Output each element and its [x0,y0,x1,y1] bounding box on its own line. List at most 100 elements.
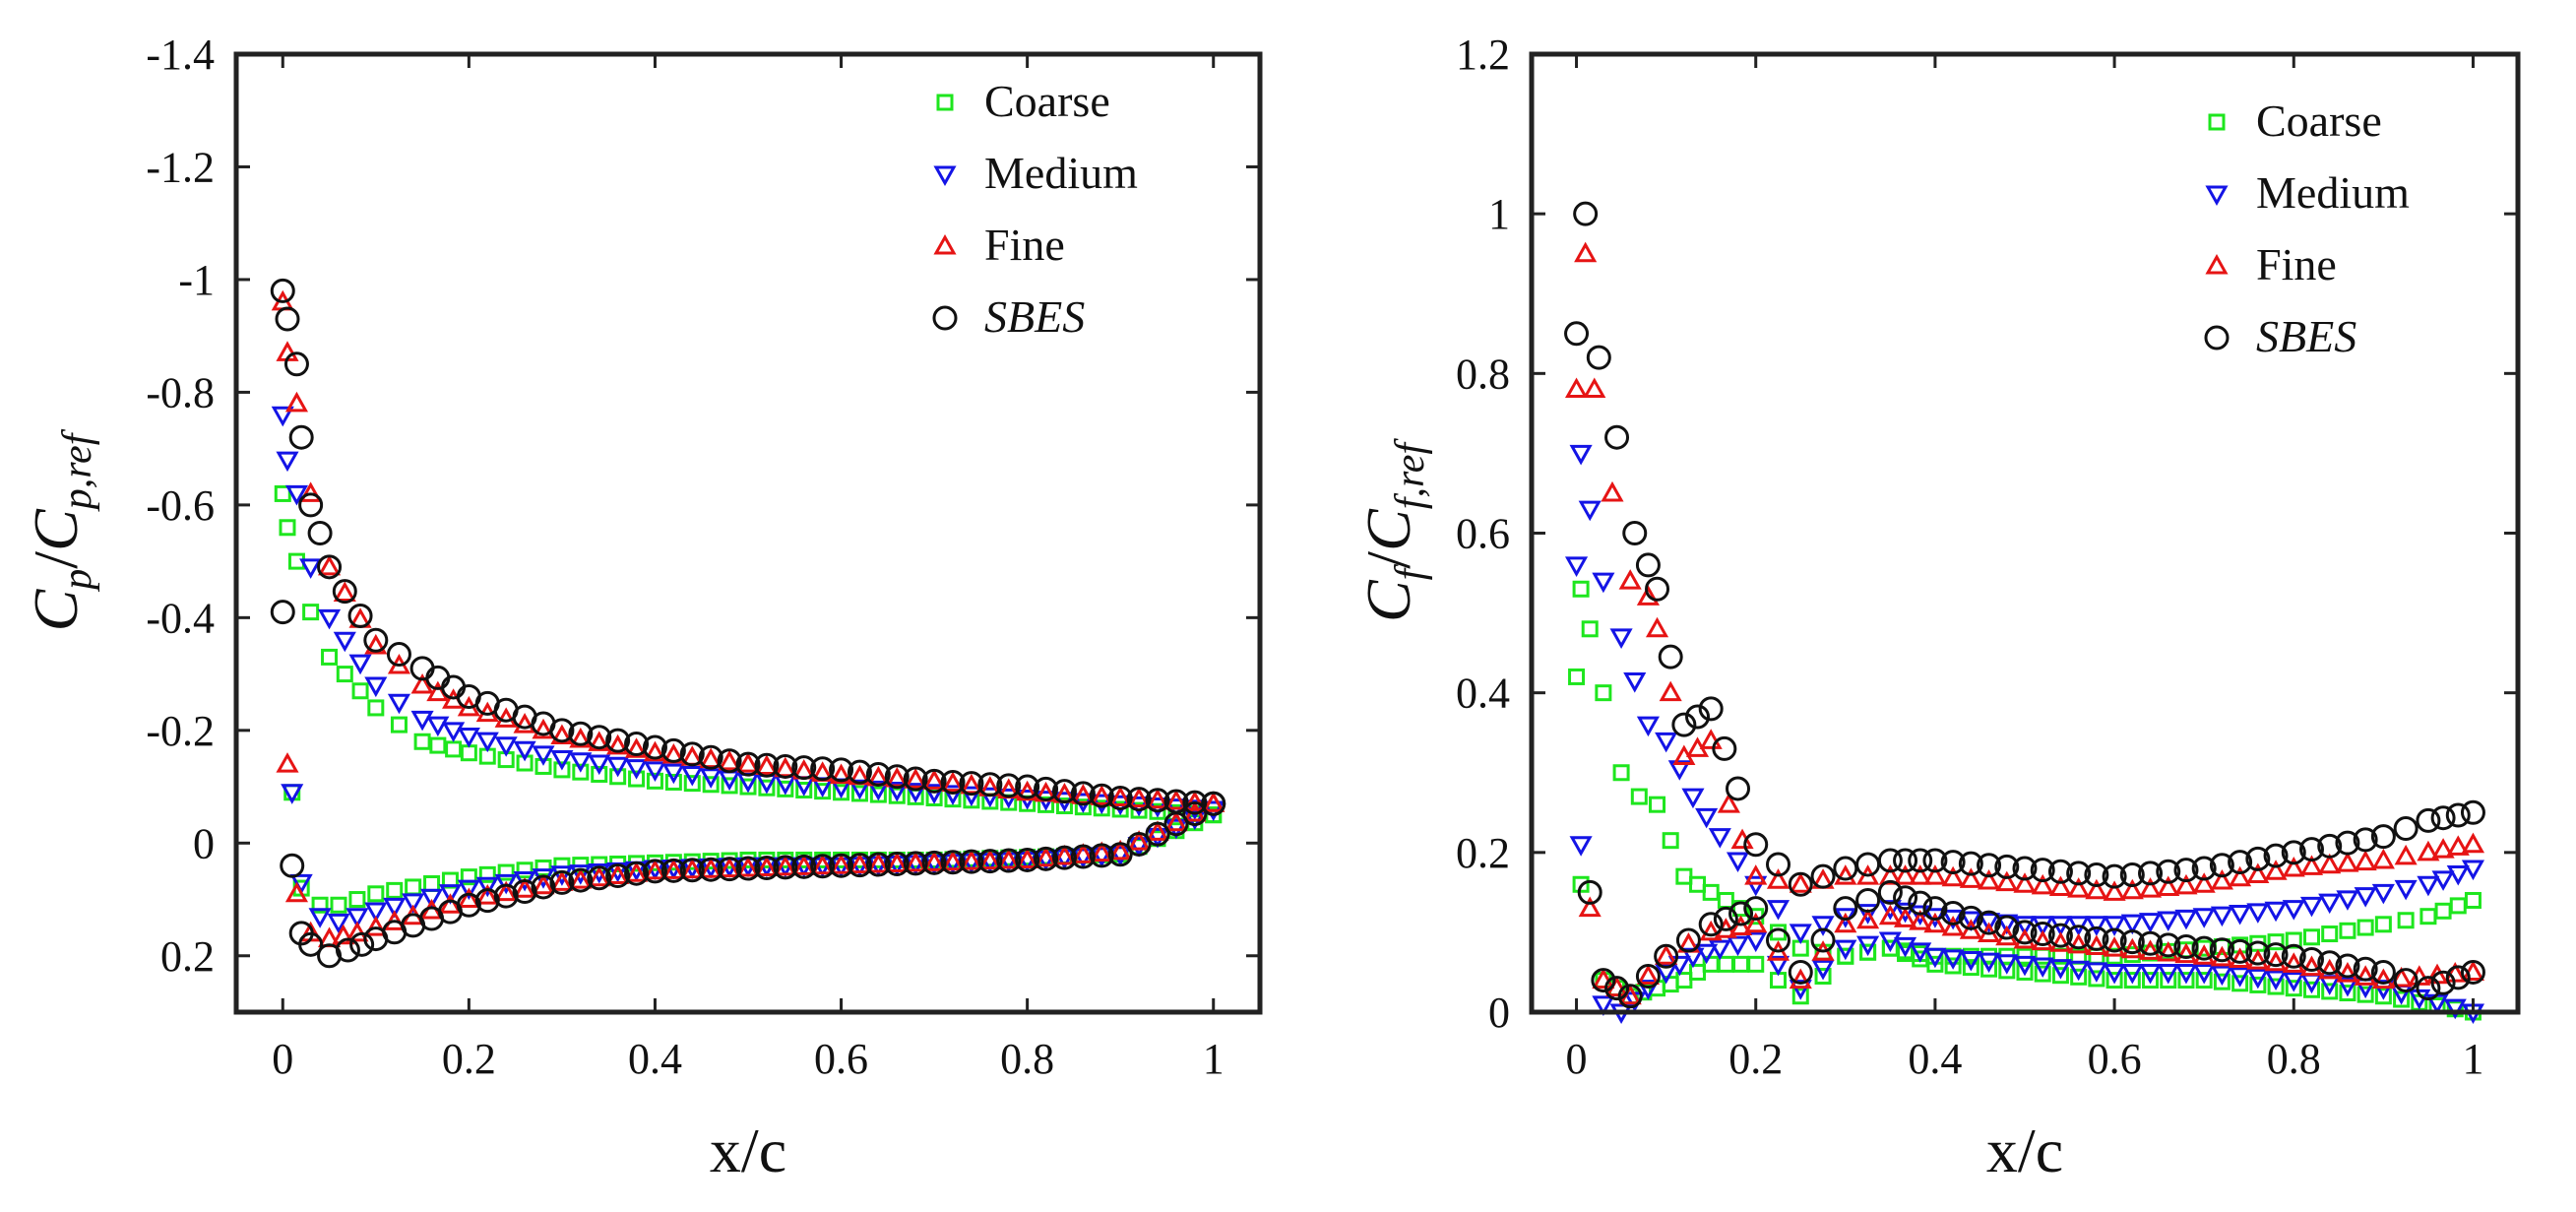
data-point-fine [811,854,835,875]
data-point-sbes [1922,848,1948,873]
data-point-sbes [335,937,360,963]
data-point-fine [364,916,388,936]
data-point-sbes [2317,833,2343,859]
data-point-coarse [833,784,850,801]
data-point-sbes [679,858,705,883]
data-point-coarse [1662,832,1679,850]
data-point-medium [1878,900,1902,921]
legend-label-coarse: Coarse [2256,96,2382,146]
data-point-medium [1856,935,1880,957]
data-point-coarse [2160,972,2177,989]
data-point-coarse [367,885,385,903]
data-point-sbes [865,761,891,787]
data-point-coarse [2142,972,2160,989]
data-point-sbes [2209,853,2234,878]
data-point-fine [1655,944,1678,965]
legend-marker-medium [933,165,957,187]
cp-xlabel: x/c [710,1116,786,1185]
data-point-fine [624,737,649,758]
data-point-fine [346,921,369,942]
data-point-fine [2461,832,2485,854]
data-point-fine [1659,680,1682,702]
data-point-medium [2446,864,2470,886]
data-point-medium [2229,967,2252,988]
data-point-fine [475,884,499,905]
data-point-sbes [940,850,966,875]
data-point-sbes [1713,906,1738,931]
data-point-fine [2138,877,2163,898]
data-point-coarse [330,896,347,914]
y-tick-label: -0.2 [146,707,215,755]
data-point-sbes [2353,956,2378,982]
data-point-fine [2048,931,2073,952]
y-tick-label: -1 [178,256,215,304]
data-point-sbes [2281,943,2306,969]
data-point-sbes [959,849,984,874]
data-point-sbes [773,753,798,779]
data-point-coarse [2321,925,2339,943]
legend-spacer [923,292,924,293]
data-point-sbes [1994,854,2020,879]
data-point-medium [1811,916,1835,936]
data-point-fine [1789,968,1812,989]
data-point-fine [1016,848,1039,868]
data-point-medium [457,728,480,748]
data-point-medium [978,787,1002,808]
y-tick-label: -0.8 [146,368,215,416]
data-point-medium [2461,860,2485,881]
data-point-sbes [1089,843,1114,868]
data-point-medium [2103,963,2126,985]
data-point-coarse [2051,967,2069,985]
data-point-sbes [1728,901,1754,926]
data-point-medium [2120,963,2144,985]
data-point-coarse [390,716,408,734]
data-point-coarse [1980,960,1998,978]
data-point-coarse [2434,902,2452,920]
data-point-medium [2157,963,2180,985]
data-point-fine [1564,377,1589,399]
data-point-fine [1183,791,1207,811]
data-point-sbes [2263,843,2289,868]
data-point-fine [1127,830,1151,851]
data-point-sbes [660,858,686,883]
data-point-coarse [460,868,477,886]
data-point-coarse [2374,988,2392,1005]
data-point-fine [569,868,593,889]
data-point-sbes [2138,930,2164,956]
data-point-sbes [2156,859,2181,884]
data-point-medium [2318,893,2342,915]
cp-ticks: 0 0.2 0.4 0.6 0.8 1 -1.4 -1.2 -1 -0.8 -0.6 -0.4 -0.2… [146,31,1260,1083]
data-point-fine [2371,848,2395,869]
data-point-medium [2192,908,2216,928]
data-point-medium [588,754,611,776]
data-point-medium [2246,968,2270,989]
legend-marker-coarse [2208,113,2226,131]
data-point-medium [1726,935,1750,957]
data-point-medium [2085,962,2108,983]
data-point-sbes [940,769,966,795]
data-point-fine [532,718,555,739]
data-point-fine [960,773,983,795]
data-point-fine [550,870,574,891]
data-point-coarse [664,773,682,791]
data-point-medium [904,783,927,803]
data-point-sbes [1201,791,1226,816]
data-point-coarse [777,780,794,797]
data-point-sbes [1654,943,1679,969]
data-point-sbes [2102,927,2127,953]
cp-axes-box [233,51,1263,1015]
data-point-fine [2390,966,2414,988]
data-point-fine [1699,729,1723,749]
data-point-fine [2417,840,2440,861]
data-point-sbes [1604,424,1630,450]
data-point-fine [661,859,685,879]
data-point-medium [1789,924,1812,944]
data-point-medium [2336,890,2359,911]
data-point-fine [1856,908,1880,929]
data-point-fine [1090,841,1113,862]
data-point-medium [2282,972,2305,992]
data-point-fine [2354,850,2377,871]
data-point-coarse [609,768,627,786]
data-point-medium [333,631,356,653]
data-point-fine [718,857,741,878]
